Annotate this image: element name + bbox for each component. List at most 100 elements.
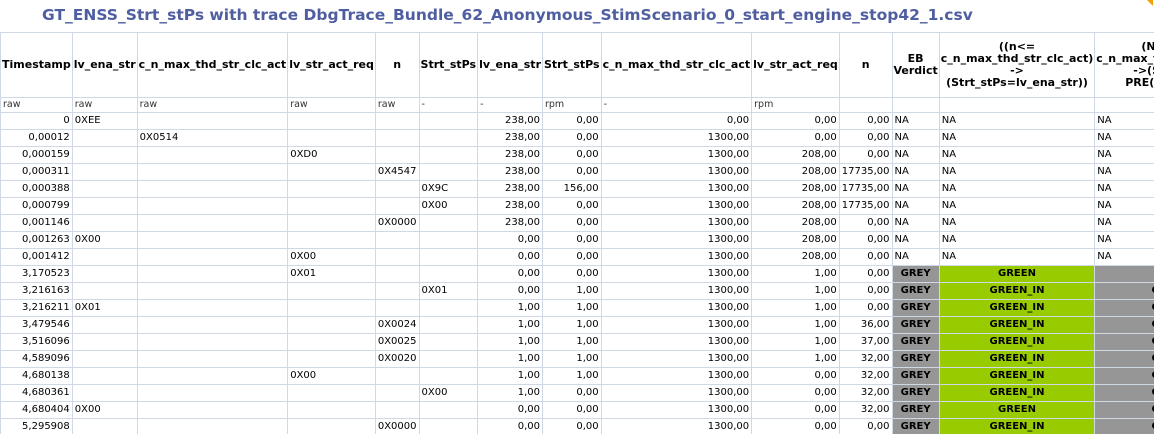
cell-lv-ena-str-raw[interactable] [71,384,138,402]
cell-n[interactable]: 32,00 [838,384,893,402]
cell-rule-1[interactable]: GREEN_IN [938,333,1096,351]
cell-lv-str-act-req-raw[interactable] [287,418,376,434]
unit-cell-c-n-max[interactable]: - [600,97,753,113]
cell-strt-stps[interactable]: 1,00 [542,333,602,351]
cell-strt-stps[interactable]: 0,00 [542,401,602,419]
header-cell-rule-1[interactable]: ((n<= c_n_max_thd_str_clc_act) ->(Strt_s… [938,32,1096,98]
cell-eb-verdict[interactable]: GREY [891,265,940,283]
cell-lv-str-act-req-raw[interactable] [287,129,376,147]
cell-lv-ena-str[interactable]: 238,00 [477,146,543,164]
cell-lv-str-act-req[interactable]: 1,00 [751,282,840,300]
cell-lv-str-act-req-raw[interactable] [287,163,376,181]
cell-strt-stps[interactable]: 156,00 [542,180,602,198]
cell-c-n-max-raw[interactable]: 0X0514 [136,129,289,147]
cell-lv-ena-str[interactable]: 1,00 [477,299,543,317]
cell-c-n-max-raw[interactable] [136,367,289,385]
cell-n-raw[interactable] [374,367,420,385]
cell-lv-ena-str-raw[interactable] [71,180,138,198]
cell-rule-1[interactable]: GREEN_IN [938,316,1096,334]
cell-strt-stps[interactable]: 0,00 [542,129,602,147]
cell-lv-ena-str-raw[interactable] [71,316,138,334]
cell-n-raw[interactable]: 0X0000 [374,418,420,434]
cell-strt-stps-raw[interactable] [418,231,479,249]
cell-n-raw[interactable]: 0X4547 [374,163,420,181]
cell-c-n-max-raw[interactable] [136,231,289,249]
cell-lv-ena-str-raw[interactable] [71,248,138,266]
cell-c-n-max[interactable]: 1300,00 [600,333,753,351]
cell-c-n-max-raw[interactable] [136,163,289,181]
cell-lv-ena-str-raw[interactable] [71,129,138,147]
cell-c-n-max-raw[interactable] [136,146,289,164]
cell-strt-stps-raw[interactable] [418,214,479,232]
header-cell-lv-ena-str-raw[interactable]: lv_ena_str [71,32,138,98]
cell-n[interactable]: 0,00 [838,299,893,317]
cell-lv-str-act-req-raw[interactable] [287,214,376,232]
cell-n[interactable]: 32,00 [838,367,893,385]
cell-rule-1[interactable]: NA [938,231,1096,249]
cell-strt-stps-raw[interactable] [418,316,479,334]
cell-timestamp[interactable]: 3,479546 [0,316,73,334]
cell-c-n-max-raw[interactable] [136,401,289,419]
cell-n-raw[interactable] [374,282,420,300]
cell-c-n-max-raw[interactable] [136,282,289,300]
unit-cell-n[interactable] [838,97,893,113]
cell-lv-str-act-req[interactable]: 208,00 [751,214,840,232]
cell-c-n-max[interactable]: 1300,00 [600,214,753,232]
cell-lv-ena-str-raw[interactable] [71,367,138,385]
cell-rule-2[interactable]: GREY_IN [1094,367,1154,385]
unit-cell-lv-str-act-req-raw[interactable]: raw [287,97,376,113]
unit-cell-strt-stps-raw[interactable]: - [418,97,479,113]
cell-strt-stps[interactable]: 0,00 [542,384,602,402]
cell-lv-ena-str-raw[interactable] [71,146,138,164]
cell-lv-ena-str[interactable]: 238,00 [477,129,543,147]
cell-timestamp[interactable]: 0 [0,112,73,130]
cell-lv-str-act-req-raw[interactable] [287,401,376,419]
cell-lv-str-act-req-raw[interactable] [287,231,376,249]
cell-rule-1[interactable]: GREEN_IN [938,418,1096,434]
cell-c-n-max[interactable]: 1300,00 [600,350,753,368]
cell-strt-stps-raw[interactable]: 0X9C [418,180,479,198]
cell-eb-verdict[interactable]: NA [891,180,940,198]
cell-lv-ena-str-raw[interactable] [71,163,138,181]
cell-n[interactable]: 0,00 [838,265,893,283]
cell-rule-1[interactable]: GREEN_IN [938,367,1096,385]
cell-eb-verdict[interactable]: GREY [891,299,940,317]
unit-cell-timestamp[interactable]: raw [0,97,73,113]
cell-eb-verdict[interactable]: NA [891,248,940,266]
cell-rule-1[interactable]: NA [938,163,1096,181]
cell-strt-stps-raw[interactable] [418,163,479,181]
cell-rule-1[interactable]: GREEN_IN [938,282,1096,300]
cell-lv-ena-str-raw[interactable]: 0X00 [71,231,138,249]
cell-n[interactable]: 37,00 [838,333,893,351]
cell-strt-stps-raw[interactable] [418,265,479,283]
unit-cell-rule-1[interactable] [938,97,1096,113]
cell-lv-ena-str[interactable]: 238,00 [477,112,543,130]
unit-cell-lv-ena-str-raw[interactable]: raw [71,97,138,113]
cell-timestamp[interactable]: 3,216163 [0,282,73,300]
cell-c-n-max[interactable]: 1300,00 [600,248,753,266]
cell-rule-1[interactable]: GREEN_IN [938,384,1096,402]
cell-n-raw[interactable] [374,231,420,249]
cell-rule-2[interactable]: GREY_IN [1094,333,1154,351]
header-cell-eb-verdict[interactable]: EB Verdict [891,32,940,98]
cell-n-raw[interactable] [374,299,420,317]
header-cell-lv-ena-str[interactable]: lv_ena_str [477,32,543,98]
cell-rule-2[interactable]: NA [1094,248,1154,266]
cell-lv-str-act-req-raw[interactable] [287,384,376,402]
cell-n[interactable]: 0,00 [838,418,893,434]
cell-lv-ena-str-raw[interactable] [71,333,138,351]
cell-eb-verdict[interactable]: NA [891,146,940,164]
cell-n[interactable]: 32,00 [838,401,893,419]
cell-strt-stps[interactable]: 1,00 [542,316,602,334]
cell-c-n-max[interactable]: 1300,00 [600,231,753,249]
cell-n-raw[interactable] [374,401,420,419]
cell-lv-ena-str-raw[interactable] [71,265,138,283]
cell-rule-1[interactable]: GREEN_IN [938,350,1096,368]
cell-n-raw[interactable] [374,248,420,266]
cell-timestamp[interactable]: 3,216211 [0,299,73,317]
cell-strt-stps-raw[interactable]: 0X00 [418,197,479,215]
cell-timestamp[interactable]: 0,000159 [0,146,73,164]
cell-c-n-max[interactable]: 0,00 [600,112,753,130]
cell-timestamp[interactable]: 4,680404 [0,401,73,419]
unit-cell-lv-str-act-req[interactable]: rpm [751,97,840,113]
